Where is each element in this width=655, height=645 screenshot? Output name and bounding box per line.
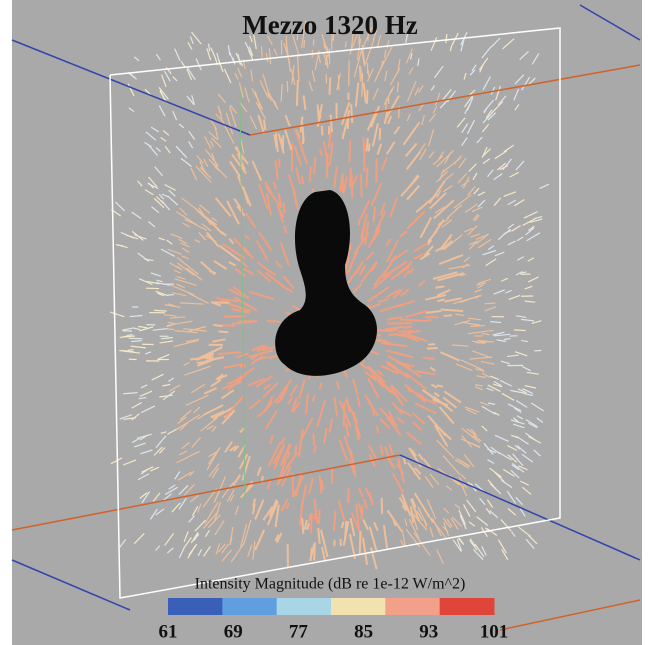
- vector: [267, 321, 280, 322]
- vector: [369, 143, 370, 151]
- vector: [345, 521, 346, 540]
- colorbar-tick-label: 93: [419, 621, 438, 642]
- vector: [428, 344, 435, 345]
- vector: [129, 338, 143, 339]
- vector: [302, 176, 303, 185]
- vector: [322, 480, 323, 490]
- vector: [427, 348, 438, 349]
- vector: [485, 303, 496, 304]
- vector: [321, 487, 322, 494]
- vector: [425, 317, 439, 318]
- vector: [313, 433, 314, 446]
- vector: [351, 104, 352, 123]
- vector: [264, 120, 265, 130]
- vector: [131, 341, 141, 342]
- vector: [297, 80, 298, 106]
- title: Mezzo 1320 Hz: [242, 10, 417, 40]
- vector: [331, 115, 332, 133]
- vector: [437, 385, 443, 386]
- colorbar-segment: [168, 598, 223, 615]
- vector: [219, 331, 229, 332]
- vector: [332, 468, 333, 484]
- vector: [368, 70, 369, 76]
- vector: [293, 473, 294, 497]
- colorbar-tick-label: 101: [480, 621, 509, 642]
- colorbar-segment: [385, 598, 440, 615]
- vector: [344, 402, 345, 427]
- vector: [213, 325, 222, 326]
- vector: [387, 323, 413, 324]
- vector: [367, 90, 368, 104]
- vector: [262, 46, 263, 57]
- colorbar-segment: [277, 598, 332, 615]
- page: Mezzo 1320 Hz Intensity Magnitude (dB re…: [0, 0, 655, 645]
- vector: [404, 327, 412, 328]
- vector: [128, 350, 134, 351]
- vector: [382, 498, 383, 514]
- vector: [322, 126, 323, 136]
- vector: [424, 320, 431, 321]
- vector: [361, 174, 362, 197]
- vector: [514, 330, 526, 331]
- colorbar-tick-label: 61: [159, 621, 178, 642]
- colorbar-tick-label: 69: [224, 621, 243, 642]
- visualization: Mezzo 1320 Hz Intensity Magnitude (dB re…: [0, 0, 655, 645]
- vector: [360, 531, 361, 556]
- vector: [166, 329, 174, 330]
- colorbar-tick-label: 85: [354, 621, 373, 642]
- vector: [398, 82, 399, 92]
- colorbar-label: Intensity Magnitude (dB re 1e-12 W/m^2): [195, 576, 466, 593]
- vector: [366, 167, 367, 188]
- vector: [366, 138, 367, 151]
- vector: [349, 140, 350, 162]
- vector: [342, 522, 343, 529]
- vector: [295, 445, 296, 456]
- vector: [330, 77, 331, 94]
- vector: [318, 104, 319, 119]
- vector: [310, 167, 311, 183]
- vector: [309, 514, 310, 521]
- vector: [348, 488, 349, 503]
- vector: [345, 41, 346, 47]
- vector: [380, 128, 381, 140]
- vector: [435, 286, 444, 287]
- vector: [444, 315, 452, 316]
- vector: [302, 518, 303, 534]
- vector: [311, 513, 312, 533]
- vector: [359, 219, 360, 225]
- colorbar-segment: [440, 598, 495, 615]
- vector: [206, 358, 213, 359]
- vector: [284, 203, 285, 213]
- vector: [319, 510, 320, 524]
- vector: [166, 295, 174, 296]
- colorbar-tick-label: 77: [289, 621, 309, 642]
- colorbar-segment: [222, 598, 277, 615]
- colorbar-segment: [331, 598, 386, 615]
- vector: [304, 40, 305, 48]
